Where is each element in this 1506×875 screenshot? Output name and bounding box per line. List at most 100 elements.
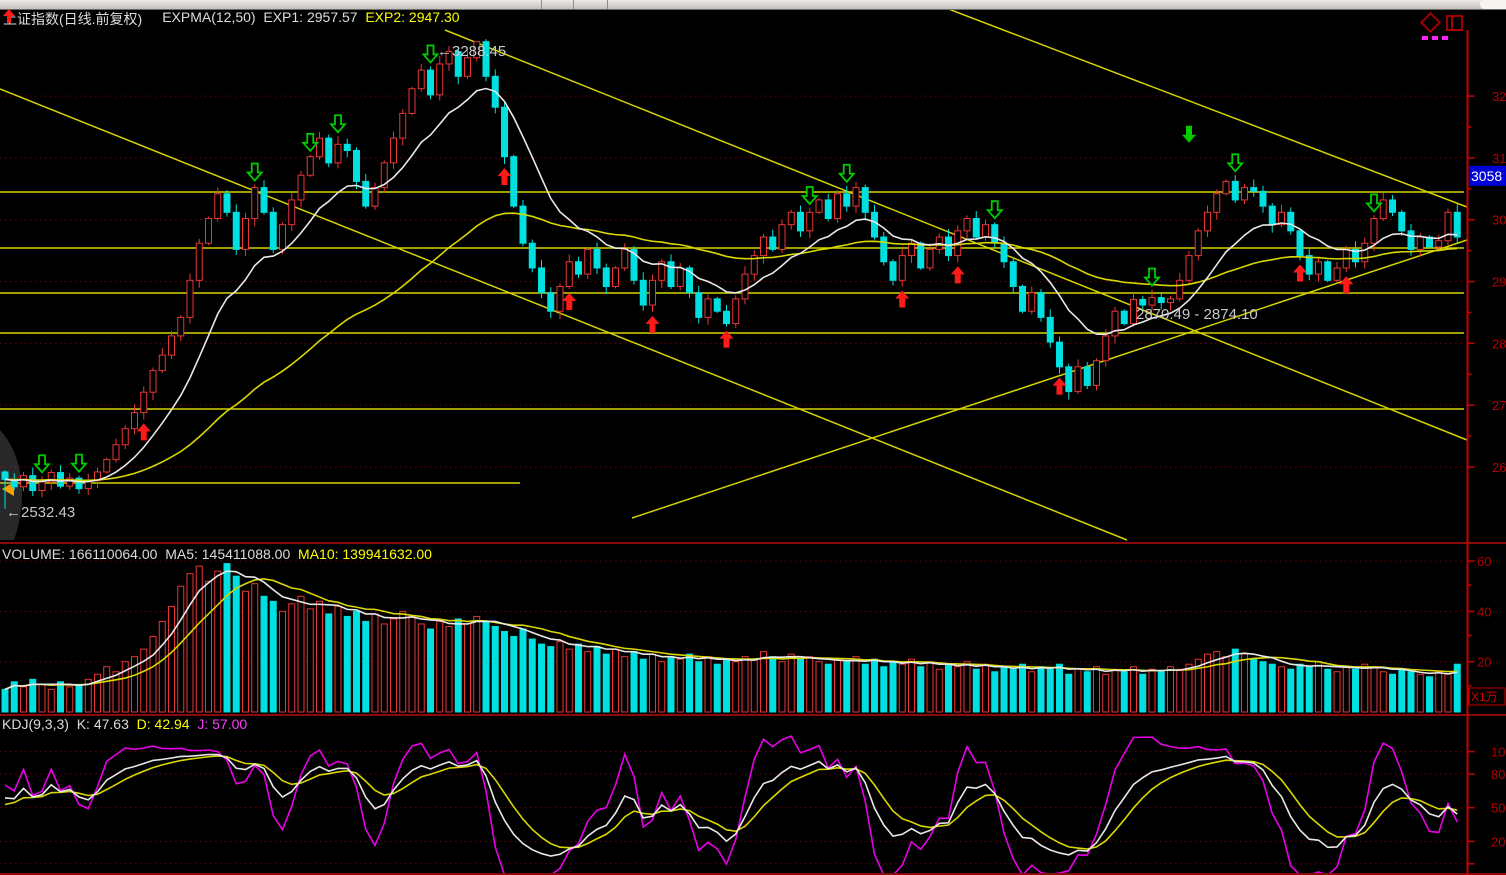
signal-arrow-sell xyxy=(837,163,856,184)
volume-bar xyxy=(131,656,138,713)
volume-bar xyxy=(528,638,536,713)
volume-axis-label: 40 xyxy=(1477,604,1491,619)
candle xyxy=(760,236,767,257)
candle xyxy=(112,444,120,461)
volume-bar xyxy=(908,658,915,713)
candle xyxy=(565,261,573,287)
volume-bar xyxy=(353,610,360,713)
candle xyxy=(66,477,74,487)
candle xyxy=(195,242,203,281)
volume-bar xyxy=(1241,653,1248,713)
candle xyxy=(1287,211,1295,232)
kdj-axis-label: 20 xyxy=(1491,834,1505,849)
candle xyxy=(797,211,804,232)
candle xyxy=(325,137,333,164)
volume-bar xyxy=(1278,666,1285,713)
volume-bar xyxy=(1352,668,1359,713)
candle xyxy=(889,261,897,281)
price-annotations: ←2532.43 ←3288.45 2870.49 - 2874.10 xyxy=(6,43,1258,521)
candle xyxy=(824,199,832,219)
scrollbar-knob[interactable] xyxy=(1480,0,1506,9)
volume-bar xyxy=(1065,673,1073,713)
exp2-value: EXP2: 2947.30 xyxy=(365,9,460,25)
volume-header: VOLUME: 166110064.00 MA5: 145411088.00 M… xyxy=(2,546,432,562)
candle xyxy=(1444,211,1452,242)
candle xyxy=(316,137,323,158)
candle xyxy=(649,279,656,306)
volume-bar xyxy=(778,661,786,713)
candle xyxy=(982,224,989,238)
signal-arrow-sell xyxy=(985,200,1004,220)
volume-bar xyxy=(630,651,638,713)
volume-bar xyxy=(29,678,37,713)
kdj-header: KDJ(9,3,3) K: 47.63 D: 42.94 J: 57.00 xyxy=(2,716,247,732)
signal-arrow-sell xyxy=(329,114,347,134)
volume-bar xyxy=(1453,663,1461,713)
candle xyxy=(1019,285,1026,312)
volume-bar xyxy=(593,646,601,713)
volume-bar xyxy=(982,663,989,713)
candle xyxy=(926,248,934,269)
candle xyxy=(1407,230,1415,250)
kdj-axis-label: 100 xyxy=(1491,745,1506,760)
volume-bar xyxy=(556,641,564,713)
volume-bar xyxy=(538,643,545,713)
volume-bar xyxy=(1111,668,1119,713)
more-dots-icon[interactable] xyxy=(1418,36,1458,41)
volume-bar xyxy=(695,661,703,713)
candle xyxy=(1315,261,1322,275)
volume-bar xyxy=(1028,671,1036,713)
diagonal-trend-line xyxy=(0,88,1128,541)
candle xyxy=(1065,366,1073,393)
candle xyxy=(371,187,379,207)
candle xyxy=(658,261,666,281)
kdj-lines xyxy=(4,735,1458,875)
candle xyxy=(769,236,777,250)
candle xyxy=(519,205,527,244)
candle xyxy=(140,391,148,414)
volume-bar xyxy=(769,656,777,713)
candle xyxy=(205,217,212,244)
candle xyxy=(279,224,286,250)
candle xyxy=(1398,211,1406,232)
volume-bar xyxy=(917,666,925,713)
signal-arrow-sell xyxy=(421,44,440,64)
volume-bar xyxy=(1250,658,1258,713)
volume-bar xyxy=(121,661,129,713)
volume-bar xyxy=(1416,673,1424,713)
candle xyxy=(639,279,647,306)
candle xyxy=(1102,335,1110,362)
volume-bar xyxy=(612,648,619,713)
candle xyxy=(1028,292,1036,312)
toolbar-icons xyxy=(1418,11,1470,42)
volume-bar xyxy=(1102,673,1110,713)
candle xyxy=(871,211,878,238)
volume-bar xyxy=(205,580,212,713)
volume-bar xyxy=(1305,666,1313,713)
candlestick-series xyxy=(1,39,1461,509)
volume-bar xyxy=(935,668,943,713)
volume-ma10-line xyxy=(4,578,1458,691)
candle xyxy=(29,475,37,491)
candle xyxy=(1352,248,1359,263)
volume-bar xyxy=(1379,671,1387,713)
candle xyxy=(149,370,157,393)
volume-bar xyxy=(482,620,490,713)
volume-bar xyxy=(658,661,666,713)
price-axis-label: 2700 xyxy=(1492,398,1506,413)
candle xyxy=(1093,360,1100,386)
volume-bar xyxy=(103,666,111,713)
volume-bar xyxy=(797,658,804,713)
signal-arrow-buy xyxy=(136,423,151,441)
window-icon[interactable] xyxy=(1446,15,1463,31)
diamond-icon[interactable] xyxy=(1419,11,1442,34)
volume-bar xyxy=(676,658,684,713)
volume-bar xyxy=(575,643,582,713)
trend-lines xyxy=(0,0,1468,541)
candle xyxy=(898,255,906,281)
candle xyxy=(1250,187,1258,192)
strip-separator xyxy=(607,0,608,9)
volume-bar xyxy=(94,673,101,713)
